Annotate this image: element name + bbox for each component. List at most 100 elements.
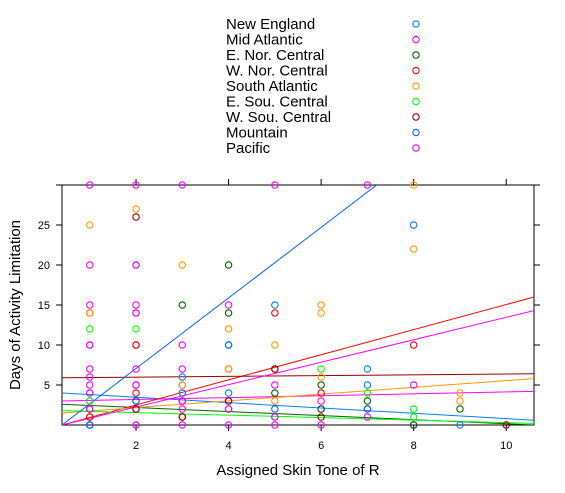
trend-line-8	[62, 185, 378, 425]
data-point	[456, 421, 464, 429]
data-point	[317, 365, 325, 373]
data-point	[317, 397, 325, 405]
data-point	[224, 397, 233, 405]
y-tick-label: 25	[38, 220, 50, 232]
data-point	[178, 341, 187, 349]
data-point	[132, 213, 140, 221]
data-point	[363, 389, 372, 397]
data-point	[271, 421, 279, 429]
data-point	[363, 181, 372, 189]
data-point	[271, 341, 279, 349]
x-tick-label: 10	[500, 440, 512, 452]
data-point	[317, 405, 325, 413]
trend-line-9	[62, 310, 534, 425]
data-point	[178, 381, 187, 389]
data-point	[86, 365, 94, 373]
legend-label: W. Sou. Central	[226, 109, 331, 126]
data-point	[363, 381, 372, 389]
data-point	[317, 309, 325, 317]
data-point	[271, 301, 279, 309]
y-tick-label: 10	[38, 340, 50, 352]
data-point	[409, 181, 418, 189]
legend-label: E. Nor. Central	[226, 47, 324, 64]
data-point	[363, 413, 372, 421]
data-point	[132, 389, 140, 397]
trend-line-5	[62, 378, 534, 414]
data-point	[178, 181, 187, 189]
data-point	[409, 381, 418, 389]
data-point	[271, 389, 279, 397]
data-point	[86, 181, 94, 189]
legend-marker	[412, 128, 420, 137]
data-point	[132, 405, 140, 413]
x-tick-label: 8	[411, 440, 417, 452]
y-axis: 5 10 15 20 25	[38, 184, 540, 392]
data-point	[132, 325, 140, 333]
data-point	[132, 181, 140, 189]
data-point	[317, 389, 325, 397]
data-point	[178, 389, 187, 397]
data-point	[178, 301, 187, 309]
legend-label: E. Sou. Central	[226, 94, 328, 111]
legend-label: South Atlantic	[226, 78, 318, 95]
data-point	[271, 365, 279, 373]
plot-area	[62, 185, 534, 425]
data-point	[132, 381, 140, 389]
data-point	[86, 405, 94, 413]
data-point	[132, 205, 140, 213]
data-point	[132, 341, 140, 349]
data-point	[456, 389, 464, 397]
points-layer	[86, 181, 510, 429]
data-point	[224, 405, 233, 413]
legend-label: Mid Atlantic	[226, 32, 303, 49]
data-point	[271, 413, 279, 421]
legend-marker	[412, 97, 420, 106]
trend-line-6	[62, 410, 534, 424]
y-tick-label: 5	[44, 380, 50, 392]
data-point	[86, 325, 94, 333]
data-point	[86, 309, 94, 317]
trend-line-4	[62, 296, 534, 425]
data-point	[317, 301, 325, 309]
data-point	[224, 261, 233, 269]
data-point	[271, 309, 279, 317]
data-point	[271, 397, 279, 405]
data-point	[86, 421, 94, 429]
legend-label: Pacific	[226, 140, 271, 157]
data-point	[86, 373, 94, 381]
data-point	[317, 381, 325, 389]
data-point	[132, 397, 140, 405]
data-point	[363, 397, 372, 405]
data-point	[178, 261, 187, 269]
data-point	[86, 261, 94, 269]
data-point	[456, 405, 464, 413]
data-point	[363, 405, 372, 413]
data-point	[409, 405, 418, 413]
legend-marker	[412, 144, 420, 152]
legend-marker	[412, 35, 420, 44]
legend-marker	[412, 66, 420, 75]
data-point	[178, 405, 187, 413]
data-point	[178, 397, 187, 405]
data-point	[178, 413, 187, 421]
data-point	[317, 421, 325, 429]
legend-marker	[412, 113, 420, 121]
data-point	[271, 381, 279, 389]
x-axis-label: Assigned Skin Tone of R	[216, 462, 379, 479]
data-point	[86, 381, 94, 389]
legend-marker	[412, 20, 420, 28]
data-point	[502, 421, 510, 429]
data-point	[86, 301, 94, 309]
data-point	[132, 365, 140, 373]
data-point	[132, 421, 140, 429]
data-point	[86, 413, 94, 421]
data-point	[409, 413, 418, 421]
y-axis-label: Days of Activity Limitation	[7, 220, 24, 390]
legend-label: New England	[226, 16, 315, 33]
data-point	[86, 397, 94, 405]
data-point	[409, 421, 418, 429]
data-point	[132, 309, 140, 317]
legend-label: Mountain	[226, 125, 288, 142]
